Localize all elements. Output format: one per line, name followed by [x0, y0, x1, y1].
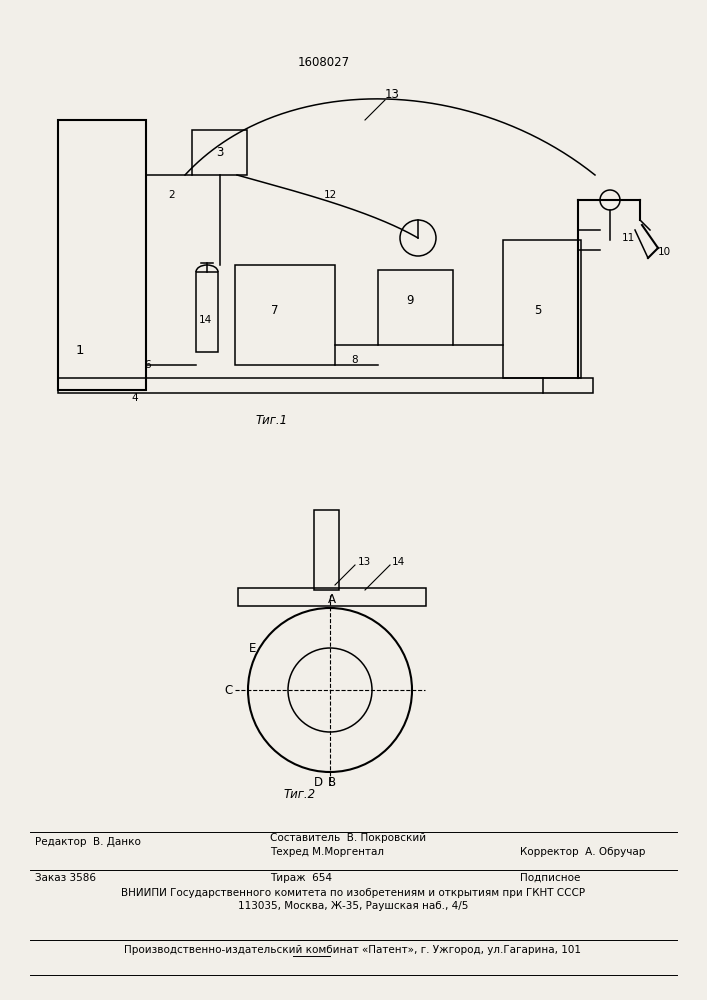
Text: 8: 8: [351, 355, 358, 365]
Text: 11: 11: [621, 233, 635, 243]
Bar: [503, 240, 581, 378]
Text: 1608027: 1608027: [298, 55, 350, 68]
Text: 2: 2: [169, 190, 175, 200]
Text: 12: 12: [323, 190, 337, 200]
Text: 6: 6: [145, 360, 151, 370]
Text: Тираж  654: Тираж 654: [270, 873, 332, 883]
Text: Производственно-издательский комбинат «Патент», г. Ужгород, ул.Гагарина, 101: Производственно-издательский комбинат «П…: [124, 945, 581, 955]
Text: C: C: [225, 684, 233, 696]
Text: 14: 14: [392, 557, 405, 567]
Bar: [314, 510, 339, 590]
Text: Редактор  В. Данко: Редактор В. Данко: [35, 837, 141, 847]
Text: D: D: [313, 776, 322, 789]
Bar: [235, 265, 335, 365]
Text: 14: 14: [199, 315, 211, 325]
Bar: [58, 378, 593, 393]
Text: Заказ 3586: Заказ 3586: [35, 873, 96, 883]
Text: E: E: [249, 642, 256, 654]
Text: 13: 13: [385, 89, 400, 102]
Text: 13: 13: [358, 557, 371, 567]
Text: Τиг.1: Τиг.1: [256, 414, 288, 426]
Text: B: B: [328, 776, 336, 789]
Text: 1: 1: [76, 344, 84, 357]
Text: A: A: [328, 593, 336, 606]
Text: Корректор  А. Обручар: Корректор А. Обручар: [520, 847, 645, 857]
Bar: [58, 120, 146, 390]
Text: 5: 5: [534, 304, 542, 316]
Text: Τиг.2: Τиг.2: [284, 788, 316, 802]
Text: ВНИИПИ Государственного комитета по изобретениям и открытиям при ГКНТ СССР: ВНИИПИ Государственного комитета по изоб…: [121, 888, 585, 898]
Bar: [378, 270, 453, 345]
Text: Подписное: Подписное: [520, 873, 580, 883]
Text: 3: 3: [216, 145, 223, 158]
Text: Составитель  В. Покровский: Составитель В. Покровский: [270, 833, 426, 843]
Bar: [238, 588, 426, 606]
Text: 113035, Москва, Ж-35, Раушская наб., 4/5: 113035, Москва, Ж-35, Раушская наб., 4/5: [238, 901, 468, 911]
Bar: [196, 272, 218, 352]
Bar: [192, 130, 247, 175]
Text: 9: 9: [407, 294, 414, 306]
Text: 7: 7: [271, 304, 279, 316]
Text: Техред М.Моргентал: Техред М.Моргентал: [270, 847, 384, 857]
Text: 10: 10: [658, 247, 671, 257]
Text: 4: 4: [132, 393, 139, 403]
